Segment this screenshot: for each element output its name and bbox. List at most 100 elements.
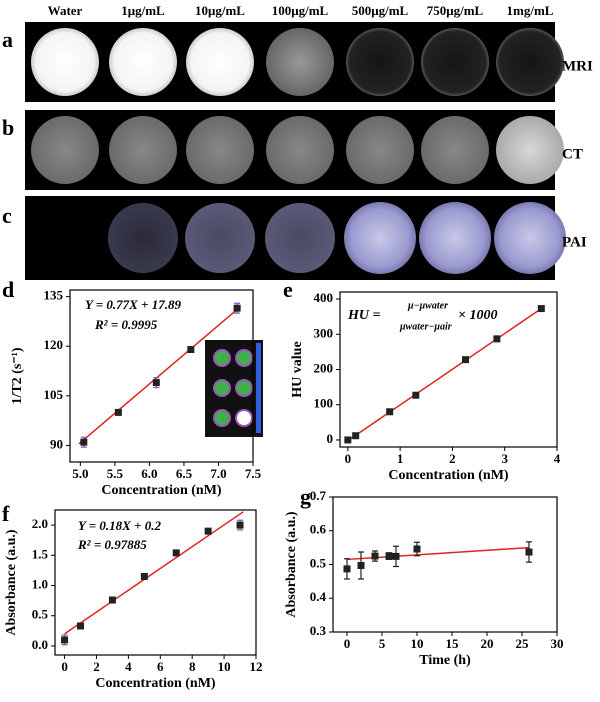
- data-point: [385, 552, 393, 560]
- x-tick-label: 4: [125, 659, 132, 674]
- panel-letter: b: [2, 115, 14, 140]
- mri-well: [421, 28, 489, 96]
- data-point: [412, 391, 420, 399]
- x-tick-label: 5.5: [107, 466, 124, 481]
- mri-well: [109, 28, 177, 96]
- ct-well: [496, 116, 564, 184]
- column-header: 100μg/mL: [272, 3, 329, 18]
- plot-frame: [54, 509, 257, 656]
- x-tick-label: 3: [501, 451, 508, 466]
- y-axis-label: Absorbance (a.u.): [4, 529, 19, 636]
- pai-well: [185, 203, 255, 273]
- row-label: MRI: [562, 58, 593, 74]
- y-tick-label: 0.5: [310, 555, 327, 570]
- data-point: [77, 622, 85, 630]
- y-tick-label: 300: [314, 325, 334, 340]
- data-point: [392, 552, 400, 560]
- y-tick-label: 0.6: [310, 522, 327, 537]
- y-tick-label: 400: [314, 290, 334, 305]
- annotation: R² = 0.9995: [94, 317, 158, 332]
- y-tick-label: 0.4: [310, 589, 327, 604]
- panel-letter: a: [2, 27, 13, 52]
- ct-well: [31, 116, 99, 184]
- data-point: [344, 436, 352, 444]
- y-tick-label: 0.3: [310, 623, 327, 638]
- x-tick-label: 7.0: [210, 466, 226, 481]
- annotation: R² = 0.97885: [77, 537, 147, 552]
- fit-line: [347, 306, 545, 442]
- data-point: [61, 636, 69, 644]
- column-header: 1mg/mL: [507, 3, 554, 18]
- x-axis-label: Time (h): [419, 653, 471, 668]
- y-tick-label: 90: [50, 436, 63, 451]
- y-tick-label: 100: [314, 396, 334, 411]
- mri-well: [496, 28, 564, 96]
- ct-well: [266, 116, 334, 184]
- panel-letter: f: [2, 501, 10, 526]
- ct-well: [421, 116, 489, 184]
- annotation: μ−μwater: [407, 300, 448, 311]
- mri-well: [266, 28, 334, 96]
- row-label: CT: [562, 146, 583, 162]
- x-tick-label: 10: [218, 659, 231, 674]
- annotation: Y = 0.77X + 17.89: [85, 297, 181, 312]
- data-point: [187, 346, 195, 354]
- column-header: 750μg/mL: [427, 3, 484, 18]
- data-point: [357, 562, 365, 570]
- ct-well: [346, 116, 414, 184]
- y-tick-label: 0.5: [32, 607, 49, 622]
- column-header: Water: [48, 3, 83, 18]
- y-axis-label: HU value: [290, 341, 305, 397]
- x-tick-label: 2: [93, 659, 100, 674]
- data-point: [233, 304, 241, 312]
- mri-well: [346, 28, 414, 96]
- y-tick-label: 0.0: [32, 637, 48, 652]
- panel-letter: g: [300, 484, 311, 509]
- y-tick-label: 200: [314, 360, 334, 375]
- data-point: [386, 408, 394, 416]
- plot-frame: [332, 496, 558, 633]
- column-header: 500μg/mL: [352, 3, 409, 18]
- panel-letter: e: [283, 277, 293, 302]
- data-point: [525, 548, 533, 556]
- data-point: [352, 432, 360, 440]
- annotation: × 1000: [458, 308, 497, 323]
- y-tick-label: 0.7: [310, 488, 327, 503]
- data-point: [343, 565, 351, 573]
- y-tick-label: 0: [327, 431, 334, 446]
- data-point: [140, 572, 148, 580]
- data-point: [108, 596, 116, 604]
- x-tick-label: 20: [481, 636, 494, 651]
- y-tick-label: 2.0: [32, 516, 48, 531]
- row-label: PAI: [562, 234, 587, 250]
- mri-well: [31, 28, 99, 96]
- x-tick-label: 10: [411, 636, 424, 651]
- x-axis-label: Concentration (nM): [388, 468, 508, 483]
- fit-line: [78, 305, 242, 445]
- pai-well: [494, 202, 566, 274]
- x-tick-label: 5: [379, 636, 386, 651]
- data-point: [80, 438, 88, 446]
- x-tick-label: 6.5: [176, 466, 193, 481]
- x-tick-label: 0: [61, 659, 68, 674]
- column-header: 10μg/mL: [195, 3, 245, 18]
- x-axis-label: Concentration (nM): [101, 483, 221, 498]
- data-point: [236, 521, 244, 529]
- panel-letter: c: [2, 203, 12, 228]
- column-header: 1μg/mL: [121, 3, 165, 18]
- data-point: [493, 335, 501, 343]
- data-point: [204, 527, 212, 535]
- y-tick-label: 1.0: [32, 577, 48, 592]
- data-point: [461, 356, 469, 364]
- annotation: μwater−μair: [399, 321, 452, 332]
- x-tick-label: 0: [345, 451, 352, 466]
- x-tick-label: 6: [157, 659, 164, 674]
- annotation: HU =: [347, 308, 381, 323]
- data-point: [413, 545, 421, 553]
- x-tick-label: 8: [189, 659, 196, 674]
- ct-well: [186, 116, 254, 184]
- data-point: [172, 549, 180, 557]
- x-tick-label: 15: [446, 636, 460, 651]
- fit-line: [64, 511, 244, 635]
